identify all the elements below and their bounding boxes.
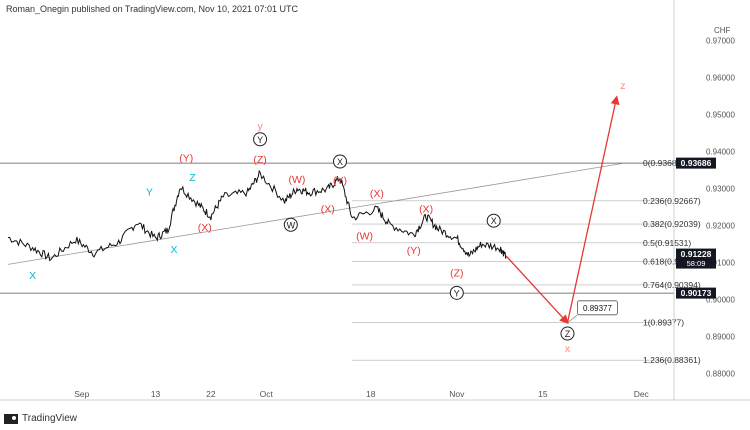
target-leader	[567, 314, 578, 324]
wave-label: y	[257, 120, 263, 132]
y-tick-label: 0.97000	[706, 37, 735, 46]
time-axis[interactable]: Sep 13 22 Oct 18 Nov 15 Dec	[0, 389, 750, 401]
price-tag	[676, 157, 716, 169]
wave-label: (W)	[356, 230, 373, 242]
wave-label: (X)	[198, 222, 212, 234]
wave-label: z	[620, 80, 625, 92]
wave-label: Y	[257, 135, 263, 145]
price-tag-countdown: 58:09	[687, 259, 706, 268]
wave-label: (Y)	[407, 245, 421, 257]
x-tick-label: Oct	[260, 389, 274, 399]
price-tag	[676, 287, 716, 299]
target-box	[577, 300, 618, 316]
wave-circle	[560, 326, 575, 341]
y-tick-label: 0.93000	[706, 185, 735, 194]
y-tick-label: 0.92000	[706, 222, 735, 231]
target-value: 0.89377	[583, 304, 612, 313]
x-tick-label: 22	[206, 389, 216, 399]
wave-label: (Z)	[450, 268, 463, 280]
y-tick-label: 0.95000	[706, 111, 735, 120]
fib-label: 1.236(0.88361)	[643, 355, 701, 365]
x-tick-label: 13	[151, 389, 161, 399]
wave-label: Y	[146, 187, 153, 199]
wave-label: X	[170, 244, 177, 256]
fib-label: 0.5(0.91531)	[643, 238, 691, 248]
fib-label: 0(0.93684)	[643, 158, 684, 168]
x-tick-label: 18	[366, 389, 376, 399]
wave-circle	[449, 285, 464, 300]
wave-label: (Z)	[253, 154, 266, 166]
wave-label: Y	[454, 288, 460, 298]
x-tick-label: Sep	[74, 389, 89, 399]
wave-circle	[486, 213, 501, 228]
wave-label: X	[337, 157, 343, 167]
wave-label: Z	[189, 172, 196, 184]
fib-label: 1(0.89377)	[643, 318, 684, 328]
wave-label: (X)	[419, 203, 433, 215]
y-tick-label: 0.88000	[706, 370, 735, 379]
y-tick-label: 0.90000	[706, 296, 735, 305]
price-tag-value: 0.91228	[681, 249, 712, 259]
wave-label: (Y)	[333, 175, 347, 187]
wave-label: (X)	[321, 203, 335, 215]
tradingview-logo: TradingView	[4, 413, 77, 424]
wave-label: x	[565, 343, 571, 355]
y-tick-label: 0.89000	[706, 333, 735, 342]
fib-label: 0.618(0.91022)	[643, 257, 701, 267]
price-axis[interactable]: CHF 0.97000 0.96000 0.95000 0.94000 0.93000 0.…	[673, 0, 735, 400]
price-line	[7, 169, 507, 262]
projection-up	[566, 95, 620, 323]
x-tick-label: 15	[538, 389, 548, 399]
price-tag-value: 0.90173	[681, 288, 712, 298]
projection-down	[505, 255, 569, 325]
wave-label: Z	[565, 329, 571, 339]
wave-labels: XYXZ(Y)(X)yY(Z)(W)WX(Y)(X)(X)(W)(X)(Y)(Z…	[29, 80, 625, 355]
price-tag-value: 0.93686	[681, 158, 712, 168]
y-tick-label: 0.94000	[706, 148, 735, 157]
currency-label: CHF	[714, 26, 731, 35]
x-tick-label: Dec	[634, 389, 650, 399]
wave-circle	[333, 154, 347, 169]
wave-label: (Y)	[179, 152, 193, 164]
price-series	[7, 169, 507, 262]
wave-label: X	[491, 216, 497, 226]
price-tag	[676, 248, 716, 269]
projection-path: 0.89377	[505, 95, 620, 325]
attribution-text: Roman_Onegin published on TradingView.co…	[6, 4, 299, 14]
wave-label: (X)	[370, 188, 384, 200]
wave-label: (W)	[289, 174, 306, 186]
y-tick-label: 0.91000	[706, 259, 735, 268]
tradingview-icon	[4, 413, 18, 424]
brand-text: TradingView	[22, 413, 78, 424]
fib-label: 0.764(0.90394)	[643, 280, 701, 290]
trendline	[7, 162, 623, 265]
wave-label: W	[287, 220, 296, 230]
fib-label: 0.236(0.92667)	[643, 196, 701, 206]
y-tick-label: 0.96000	[706, 74, 735, 83]
wave-circle	[283, 217, 298, 232]
wave-label: X	[29, 270, 36, 282]
fib-label: 0.382(0.92039)	[643, 219, 701, 229]
x-tick-label: Nov	[449, 389, 465, 399]
fib-level-labels: 0(0.93684) 0.236(0.92667) 0.382(0.92039) 0.…	[643, 158, 701, 365]
wave-circle	[253, 132, 268, 147]
